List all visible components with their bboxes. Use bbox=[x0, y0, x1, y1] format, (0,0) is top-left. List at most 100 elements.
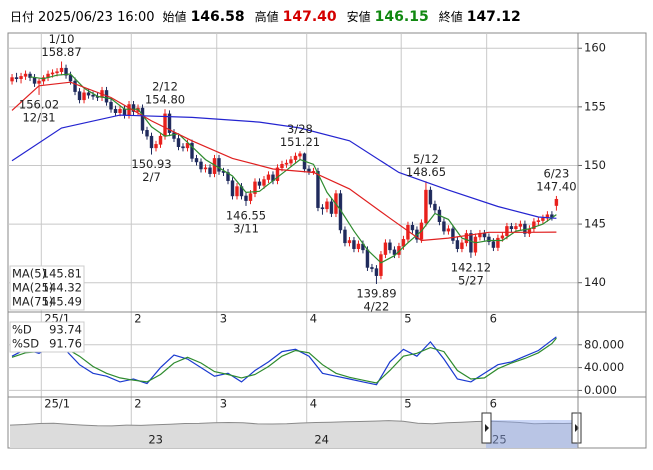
x-tick-label: 5 bbox=[404, 397, 411, 411]
field-label: 始値 bbox=[162, 10, 187, 24]
annotation-date: 3/11 bbox=[233, 221, 259, 235]
legend-value: 91.76 bbox=[49, 337, 82, 351]
candle-body bbox=[190, 142, 194, 159]
annotation-date: 5/12 bbox=[413, 152, 439, 166]
annotation-date: 1/10 bbox=[49, 32, 75, 46]
y-tick-label: 40.000 bbox=[584, 360, 624, 374]
candle-body bbox=[392, 249, 397, 255]
nav-tick-label: 25 bbox=[492, 433, 507, 447]
annotation-value: 147.40 bbox=[536, 179, 576, 193]
legend-value: 145.81 bbox=[42, 267, 82, 281]
candle-body bbox=[442, 221, 446, 232]
annotation-value: 151.21 bbox=[280, 135, 320, 149]
candle-body bbox=[172, 132, 176, 139]
range-handle-left[interactable] bbox=[481, 412, 492, 444]
candle-body bbox=[284, 162, 289, 165]
candle-body bbox=[554, 198, 559, 206]
candle-body bbox=[122, 108, 127, 116]
y-tick-label: 160 bbox=[584, 41, 606, 55]
candle-body bbox=[293, 155, 298, 160]
annotation-value: 139.89 bbox=[356, 286, 396, 300]
annotation-date: 2/12 bbox=[152, 80, 178, 94]
annotation-value: 142.12 bbox=[451, 260, 491, 274]
candle-body bbox=[28, 73, 32, 78]
candle-body bbox=[158, 135, 163, 145]
annotation-value: 148.65 bbox=[406, 165, 446, 179]
annotation-value: 158.87 bbox=[41, 45, 81, 59]
annotation-date: 6/23 bbox=[543, 166, 569, 180]
candle-body bbox=[203, 167, 208, 170]
candle-body bbox=[473, 236, 478, 253]
candle-body bbox=[379, 254, 383, 276]
candle-body bbox=[131, 104, 136, 112]
candle-body bbox=[230, 180, 235, 197]
candle-body bbox=[325, 201, 329, 210]
header: 日付 2025/06/23 16:00 始値 146.58 高値 147.40 … bbox=[10, 8, 531, 25]
candle-body bbox=[500, 235, 505, 239]
range-handle-right[interactable] bbox=[571, 412, 582, 444]
legend-value: 144.32 bbox=[42, 281, 82, 295]
candle-body bbox=[194, 158, 199, 163]
legend-name: MA(75) bbox=[12, 295, 53, 309]
legend-name: %D bbox=[12, 323, 32, 337]
candle-body bbox=[145, 130, 149, 137]
candle-body bbox=[433, 203, 437, 211]
candle-body bbox=[491, 241, 496, 248]
candle-body bbox=[140, 107, 145, 131]
x-tick-label: 4 bbox=[310, 312, 317, 326]
series-line bbox=[11, 336, 557, 386]
candle-body bbox=[518, 223, 523, 227]
candle-body bbox=[266, 174, 271, 180]
candle-body bbox=[167, 113, 172, 133]
candle-body bbox=[113, 108, 118, 113]
x-tick-label: 6 bbox=[490, 397, 497, 411]
candle-body bbox=[248, 193, 253, 201]
field-value: 146.58 bbox=[190, 9, 245, 25]
field-label: 安値 bbox=[346, 10, 371, 24]
candle-body bbox=[352, 240, 356, 249]
field-value: 147.40 bbox=[282, 9, 337, 25]
candle-body bbox=[91, 94, 95, 97]
x-tick-label: 2 bbox=[134, 312, 141, 326]
candle-body bbox=[244, 195, 248, 201]
candle-body bbox=[55, 71, 59, 74]
candle-body bbox=[37, 80, 41, 84]
candle-body bbox=[514, 226, 518, 230]
candle-body bbox=[532, 221, 536, 230]
candle-body bbox=[118, 108, 122, 113]
legend-name: MA(25) bbox=[12, 281, 53, 295]
marks: 14014515015516025/125/12233445566156.021… bbox=[8, 32, 624, 448]
candle-body bbox=[482, 233, 487, 238]
candle-body bbox=[14, 77, 19, 79]
x-tick-label: 6 bbox=[490, 312, 497, 326]
candle-body bbox=[163, 113, 167, 137]
range-selection[interactable] bbox=[486, 420, 578, 448]
candle-body bbox=[455, 240, 460, 249]
annotation-date: 2/7 bbox=[142, 170, 161, 184]
x-tick-label: 4 bbox=[310, 397, 317, 411]
candle-body bbox=[469, 233, 473, 253]
candle-body bbox=[370, 267, 374, 269]
candle-body bbox=[383, 242, 388, 255]
candle-body bbox=[32, 77, 37, 84]
legend-value: 145.49 bbox=[42, 295, 82, 309]
series-line bbox=[29, 73, 557, 264]
candle-body bbox=[536, 220, 541, 222]
nav-tick-label: 24 bbox=[314, 433, 329, 447]
candle-body bbox=[50, 72, 55, 75]
candle-body bbox=[509, 226, 514, 230]
candle-body bbox=[320, 207, 325, 210]
candle-body bbox=[154, 144, 158, 149]
candle-body bbox=[199, 161, 203, 170]
candle-body bbox=[19, 76, 23, 79]
candle-body bbox=[235, 186, 239, 197]
candle-body bbox=[505, 226, 509, 237]
series-line bbox=[11, 114, 557, 219]
y-tick-label: 140 bbox=[584, 275, 606, 289]
field-value: 147.12 bbox=[466, 9, 521, 25]
candle-body bbox=[77, 91, 82, 101]
annotation-date: 5/27 bbox=[458, 273, 484, 287]
y-tick-label: 0.000 bbox=[584, 383, 617, 397]
candle-body bbox=[149, 135, 154, 149]
